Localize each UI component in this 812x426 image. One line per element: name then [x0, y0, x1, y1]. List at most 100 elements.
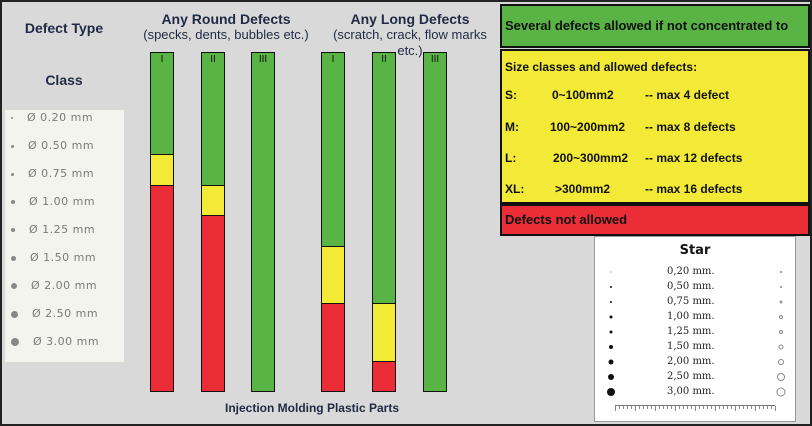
- ruler-scale: [615, 405, 776, 416]
- round-class-bar: II: [201, 52, 225, 392]
- ruler-tick: [747, 406, 748, 409]
- ruler-tick: [723, 406, 724, 409]
- dot-icon: [11, 172, 14, 176]
- dot-icon: [11, 144, 14, 148]
- long-class-bar: III: [423, 52, 447, 392]
- legend-green: Several defects allowed if not concentra…: [500, 4, 810, 73]
- outline-dot-icon: [778, 359, 784, 365]
- long-defects-subtitle: (scratch, crack, flow marks etc.): [333, 27, 487, 58]
- ruler-tick: [671, 406, 672, 409]
- size-code-s: S:: [505, 88, 517, 102]
- filled-dot-icon: [608, 374, 614, 380]
- yellow-segment: [202, 184, 224, 216]
- star-row: 2,50 mm.: [595, 370, 795, 384]
- red-segment: [373, 360, 395, 391]
- star-row: 1,00 mm.: [595, 310, 795, 324]
- ruler-tick: [615, 406, 616, 411]
- class-numeral: III: [430, 54, 440, 65]
- filled-dot-icon: [607, 388, 615, 396]
- yellow-segment: [322, 245, 344, 304]
- dot-icon: [11, 255, 16, 261]
- size-allowed-s: -- max 4 defect: [645, 88, 730, 102]
- yellow-segment: [151, 154, 173, 185]
- ruler-tick: [683, 406, 684, 409]
- size-range-l: 200~300mm2: [553, 151, 629, 165]
- size-allowed-l: -- max 12 defects: [645, 151, 743, 165]
- ruler-tick: [651, 406, 652, 409]
- filled-dot-icon: [609, 330, 613, 334]
- ruler-tick: [711, 406, 712, 409]
- outline-dot-icon: [779, 300, 783, 304]
- ruler-tick: [715, 406, 716, 411]
- scale-row: Ø 1.50 mm: [11, 250, 96, 266]
- star-row: 0,75 mm.: [595, 295, 795, 309]
- ruler-tick: [775, 406, 776, 411]
- ruler-tick: [755, 406, 756, 411]
- ruler-tick: [655, 406, 656, 411]
- dot-icon: [11, 310, 18, 318]
- long-class-bar: I: [321, 52, 345, 392]
- ruler-tick: [691, 406, 692, 409]
- size-range-s: 0~100mm2: [552, 88, 614, 102]
- ruler-tick: [719, 406, 720, 409]
- star-title: Star: [679, 243, 711, 258]
- scale-row: Ø 3.00 mm: [11, 334, 99, 350]
- outline-dot-icon: [780, 271, 782, 273]
- filled-dot-icon: [610, 286, 612, 288]
- ruler-tick: [679, 406, 680, 409]
- class-numeral: III: [258, 54, 268, 65]
- size-range-xl: >300mm2: [555, 182, 611, 196]
- size-range-m: 100~200mm2: [550, 120, 626, 134]
- scale-row: Ø 0.75 mm: [11, 166, 94, 182]
- star-row: 2,00 mm.: [595, 355, 795, 369]
- filled-dot-icon: [610, 301, 612, 303]
- filled-dot-icon: [610, 271, 612, 273]
- scale-row: Ø 1.00 mm: [11, 194, 95, 210]
- dot-icon: [11, 228, 15, 232]
- ruler-tick: [735, 406, 736, 411]
- long-class-bar: II: [372, 52, 396, 392]
- ruler-tick: [639, 406, 640, 409]
- ruler-tick: [699, 406, 700, 409]
- dot-icon: [11, 338, 19, 346]
- size-allowed-m: -- max 8 defects: [645, 120, 736, 134]
- outline-dot-icon: [780, 286, 782, 288]
- dot-size-scale: Ø 0.20 mm Ø 0.50 mm Ø 0.75 mm Ø 1.00 mm …: [5, 110, 124, 362]
- class-numeral: II: [381, 54, 387, 65]
- ruler-tick: [727, 406, 728, 409]
- ruler-tick: [763, 406, 764, 409]
- size-code-xl: XL:: [505, 182, 525, 196]
- dot-icon: [11, 200, 15, 204]
- legend-yellow: Size classes and allowed defects: S: 0~1…: [500, 49, 810, 204]
- star-row: 3,00 mm.: [595, 385, 795, 399]
- ruler-tick: [731, 406, 732, 409]
- long-defects-title: Any Long Defects: [350, 11, 470, 27]
- ruler-tick: [767, 406, 768, 409]
- scale-row: Ø 2.00 mm: [11, 278, 97, 294]
- ruler-tick: [623, 406, 624, 409]
- round-class-bar: I: [150, 52, 174, 392]
- class-label: Class: [45, 72, 83, 88]
- size-code-m: M:: [505, 120, 519, 134]
- ruler-tick: [695, 406, 696, 411]
- ruler-tick: [687, 406, 688, 409]
- footer-caption: Injection Molding Plastic Parts: [224, 401, 400, 415]
- red-segment: [151, 184, 173, 391]
- ruler-tick: [707, 406, 708, 409]
- ruler-tick: [759, 406, 760, 409]
- ruler-tick: [643, 406, 644, 409]
- outline-dot-icon: [779, 330, 783, 334]
- round-defects-header: Any Round Defects (specks, dents, bubble…: [142, 11, 310, 43]
- round-defects-title: Any Round Defects: [161, 11, 291, 27]
- class-numeral: I: [331, 54, 335, 65]
- star-row: 0,50 mm.: [595, 280, 795, 294]
- defect-type-label: Defect Type: [24, 20, 104, 36]
- outline-dot-icon: [776, 387, 786, 397]
- dot-icon: [11, 283, 17, 289]
- ruler-tick: [739, 406, 740, 409]
- ruler-tick: [743, 406, 744, 409]
- ruler-tick: [647, 406, 648, 409]
- scale-row: Ø 0.50 mm: [11, 138, 94, 154]
- ruler-tick: [635, 406, 636, 411]
- star-reference-card: Star 0,20 mm. 0,50 mm. 0,75 mm. 1,00 mm.…: [594, 236, 796, 422]
